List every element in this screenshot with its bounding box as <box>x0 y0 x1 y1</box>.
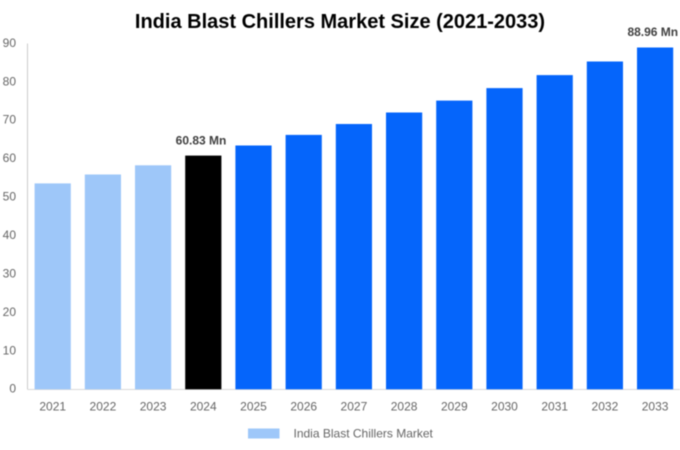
svg-text:2030: 2030 <box>491 400 518 414</box>
svg-text:20: 20 <box>3 305 17 319</box>
svg-text:India Blast Chillers Market Si: India Blast Chillers Market Size (2021-2… <box>135 11 545 33</box>
svg-text:70: 70 <box>3 113 17 127</box>
svg-text:2029: 2029 <box>441 400 468 414</box>
svg-text:90: 90 <box>3 36 17 50</box>
svg-text:50: 50 <box>3 190 17 204</box>
svg-text:2032: 2032 <box>592 400 619 414</box>
svg-text:2024: 2024 <box>190 400 217 414</box>
svg-text:2027: 2027 <box>341 400 368 414</box>
svg-text:0: 0 <box>9 382 16 396</box>
svg-text:60: 60 <box>3 151 17 165</box>
svg-text:2033: 2033 <box>642 400 669 414</box>
svg-text:2022: 2022 <box>90 400 117 414</box>
svg-text:2026: 2026 <box>290 400 317 414</box>
svg-text:2023: 2023 <box>140 400 167 414</box>
svg-text:60.83 Mn: 60.83 Mn <box>176 133 227 147</box>
svg-text:88.96 Mn: 88.96 Mn <box>627 25 678 39</box>
svg-text:80: 80 <box>3 74 17 88</box>
svg-text:30: 30 <box>3 266 17 280</box>
svg-text:40: 40 <box>3 228 17 242</box>
svg-text:2021: 2021 <box>39 400 66 414</box>
svg-text:India Blast Chillers Market: India Blast Chillers Market <box>294 427 434 441</box>
svg-text:2028: 2028 <box>391 400 418 414</box>
svg-text:2031: 2031 <box>541 400 568 414</box>
svg-text:2025: 2025 <box>240 400 267 414</box>
svg-text:10: 10 <box>3 343 17 357</box>
